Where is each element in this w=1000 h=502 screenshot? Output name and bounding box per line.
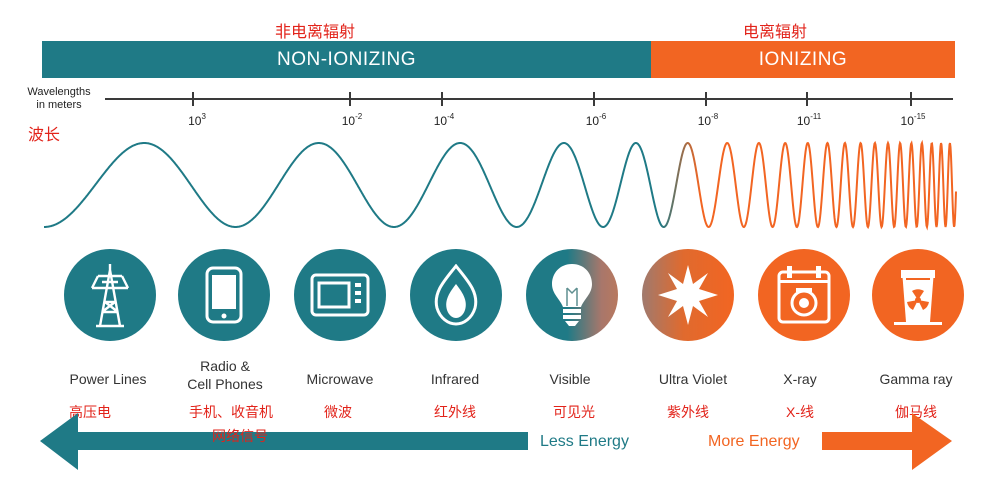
axis-tick (806, 92, 808, 106)
wave-line (44, 139, 957, 231)
gamma-ray-circle (872, 249, 964, 341)
category-label-radio: Radio & Cell Phones (187, 357, 263, 393)
category-cn-radio: 手机、收音机 (189, 404, 273, 420)
ionizing-cn-label: 电离辐射 (742, 24, 808, 41)
category-label-microwave: Microwave (306, 371, 374, 387)
non-ionizing-cn-label: 非电离辐射 (274, 24, 356, 41)
tick-label: 10-2 (341, 112, 363, 128)
flame-icon (434, 264, 478, 326)
ionizing-bar: IONIZING (651, 41, 955, 78)
category-label-ultraviolet: Ultra Violet (658, 371, 728, 387)
microwave-circle (294, 249, 386, 341)
axis-tick (593, 92, 595, 106)
xray-circle (758, 249, 850, 341)
wavelength-axis-label: Wavelengths in meters (18, 86, 100, 112)
wavelength-axis-line (105, 98, 953, 100)
non-ionizing-label: NON-IONIZING (277, 48, 416, 70)
microwave-icon (310, 273, 370, 317)
wavelength-label-line1: Wavelengths (27, 86, 91, 98)
category-label-visible: Visible (549, 371, 591, 387)
radio-cell-phones-circle (178, 249, 270, 341)
tick-label: 103 (188, 112, 206, 128)
power-lines-circle (64, 249, 156, 341)
infrared-circle (410, 249, 502, 341)
category-cn-infrared: 红外线 (434, 404, 476, 420)
axis-tick (705, 92, 707, 106)
cell-phone-icon (205, 266, 243, 324)
less-energy-label: Less Energy (540, 433, 629, 450)
category-cn-power-lines: 高压电 (69, 404, 111, 420)
category-cn-visible: 可见光 (553, 404, 595, 420)
category-label-infrared: Infrared (430, 371, 480, 387)
category-cn-xray: X-线 (786, 404, 814, 420)
more-energy-label: More Energy (708, 433, 800, 450)
category-label-xray: X-ray (783, 371, 817, 387)
tick-label: 10-6 (585, 112, 607, 128)
category-label-gamma-ray: Gamma ray (879, 371, 953, 387)
ultraviolet-circle (642, 249, 734, 341)
category-label-power-lines: Power Lines (69, 371, 147, 387)
category-label-radio-line1: Radio & (200, 358, 250, 374)
wave-graphic (44, 139, 957, 231)
category-cn-radio-line2: 网络信号 (212, 428, 268, 444)
sun-icon (658, 265, 718, 325)
wavelength-label-line2: in meters (36, 99, 82, 111)
tick-label: 10-15 (900, 112, 926, 128)
axis-tick (192, 92, 194, 106)
category-cn-gamma-ray: 伽马线 (895, 404, 937, 420)
category-cn-microwave: 微波 (324, 404, 352, 420)
wavelength-cn-label: 波长 (28, 127, 61, 144)
light-bulb-icon (552, 264, 592, 326)
ionizing-label: IONIZING (758, 48, 848, 70)
axis-tick (910, 92, 912, 106)
energy-arrows (40, 413, 952, 470)
visible-circle (526, 249, 618, 341)
more-energy-arrow (822, 413, 952, 470)
radiation-plant-icon (894, 270, 942, 325)
category-cn-ultraviolet: 紫外线 (667, 404, 709, 420)
less-energy-arrow (40, 413, 528, 470)
axis-tick (349, 92, 351, 106)
tick-label: 10-8 (697, 112, 719, 128)
tick-label: 10-4 (433, 112, 455, 128)
non-ionizing-bar: NON-IONIZING (42, 41, 651, 78)
category-label-radio-line2: Cell Phones (187, 376, 263, 392)
tick-label: 10-11 (796, 112, 822, 128)
axis-tick (441, 92, 443, 106)
power-tower-icon (90, 264, 130, 328)
xray-machine-icon (777, 266, 831, 324)
